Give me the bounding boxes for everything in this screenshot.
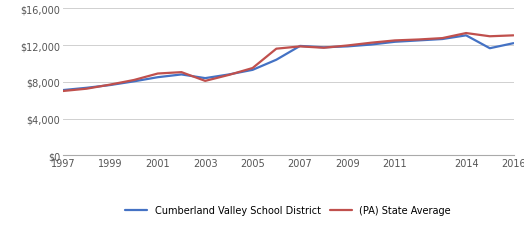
(PA) State Average (344, 45, 351, 48)
Cumberland Valley School District (463, 35, 469, 38)
(PA) State Average (60, 90, 66, 93)
Cumberland Valley School District (249, 69, 256, 72)
Cumberland Valley School District (321, 47, 327, 49)
(PA) State Average (178, 71, 184, 74)
Cumberland Valley School District (60, 89, 66, 92)
(PA) State Average (510, 35, 517, 38)
(PA) State Average (463, 33, 469, 35)
Cumberland Valley School District (131, 81, 137, 83)
(PA) State Average (368, 42, 374, 45)
(PA) State Average (155, 73, 161, 76)
(PA) State Average (107, 84, 114, 87)
Cumberland Valley School District (487, 48, 493, 50)
(PA) State Average (392, 40, 398, 43)
Cumberland Valley School District (510, 43, 517, 45)
Line: (PA) State Average: (PA) State Average (63, 34, 514, 92)
Cumberland Valley School District (226, 74, 232, 76)
(PA) State Average (83, 88, 90, 91)
Cumberland Valley School District (344, 46, 351, 49)
Cumberland Valley School District (83, 87, 90, 90)
Cumberland Valley School District (416, 40, 422, 43)
(PA) State Average (226, 74, 232, 77)
(PA) State Average (439, 38, 445, 40)
Legend: Cumberland Valley School District, (PA) State Average: Cumberland Valley School District, (PA) … (125, 205, 451, 215)
(PA) State Average (487, 36, 493, 38)
(PA) State Average (297, 46, 303, 49)
Cumberland Valley School District (392, 41, 398, 44)
Cumberland Valley School District (439, 38, 445, 41)
Line: Cumberland Valley School District: Cumberland Valley School District (63, 36, 514, 91)
Cumberland Valley School District (202, 77, 209, 80)
Cumberland Valley School District (273, 59, 279, 62)
(PA) State Average (249, 67, 256, 70)
(PA) State Average (273, 48, 279, 51)
(PA) State Average (321, 47, 327, 50)
Cumberland Valley School District (178, 74, 184, 76)
(PA) State Average (416, 39, 422, 42)
Cumberland Valley School District (368, 44, 374, 47)
(PA) State Average (131, 79, 137, 82)
Cumberland Valley School District (107, 84, 114, 87)
(PA) State Average (202, 80, 209, 83)
Cumberland Valley School District (297, 45, 303, 48)
Cumberland Valley School District (155, 76, 161, 79)
